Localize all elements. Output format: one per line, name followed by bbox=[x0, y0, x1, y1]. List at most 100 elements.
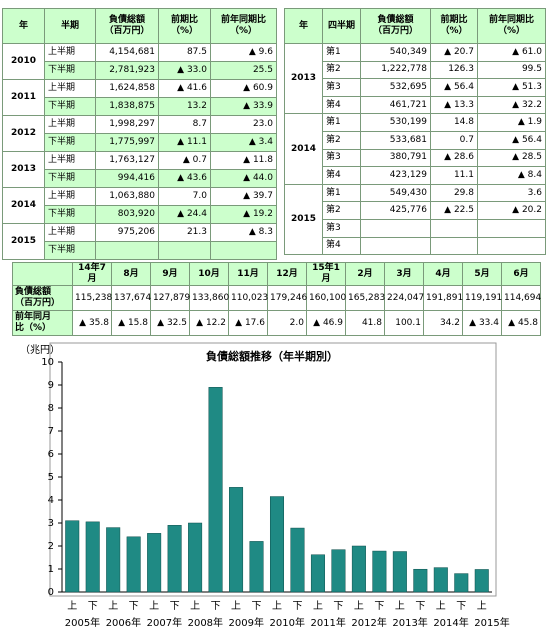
row-label: 負債総額 （百万円） bbox=[12, 285, 73, 311]
cell: 2,781,923 bbox=[95, 61, 159, 80]
chart-frame bbox=[49, 342, 497, 597]
cell: 第3 bbox=[322, 148, 361, 168]
cell bbox=[360, 236, 431, 256]
bar bbox=[65, 520, 80, 593]
cell: 23.0 bbox=[210, 115, 277, 134]
cell: 127,879 bbox=[150, 285, 190, 311]
y-tick-label: 3 bbox=[48, 518, 54, 529]
table-row: 下半期 994,416 ▲ 43.6 ▲ 44.0 bbox=[3, 169, 277, 188]
bar bbox=[290, 527, 305, 593]
year-cell: 2015 bbox=[284, 183, 323, 256]
cell: 上半期 bbox=[44, 79, 96, 98]
table-row: 第4 461,721 ▲ 13.3 ▲ 32.2 bbox=[285, 95, 546, 115]
y-tick-label: 10 bbox=[41, 357, 54, 368]
cell: 第3 bbox=[322, 218, 361, 238]
cell: ▲ 33.0 bbox=[158, 61, 211, 80]
cell: 上半期 bbox=[44, 151, 96, 170]
y-tick-label: 0 bbox=[48, 587, 54, 598]
year-label: 2010年 bbox=[270, 616, 305, 629]
cell: 第1 bbox=[322, 183, 361, 203]
x-tick-label: 上 bbox=[313, 600, 323, 612]
cell: ▲ 32.2 bbox=[477, 95, 546, 115]
cell: 137,674 bbox=[111, 285, 151, 311]
table-row: 第3 380,791 ▲ 28.6 ▲ 28.5 bbox=[285, 148, 546, 168]
cell: ▲ 44.0 bbox=[210, 169, 277, 188]
cell: ▲ 61.0 bbox=[477, 43, 546, 62]
y-tick-label: 4 bbox=[48, 495, 54, 506]
cell: ▲ 33.9 bbox=[210, 97, 277, 116]
x-tick-label: 上 bbox=[354, 600, 364, 612]
cell: ▲ 33.4 bbox=[462, 310, 502, 336]
x-tick-label: 上 bbox=[436, 600, 446, 612]
year-cell: 2010 bbox=[2, 43, 45, 80]
cell: 533,681 bbox=[360, 130, 431, 150]
table-row: 第3 532,695 ▲ 56.4 ▲ 51.3 bbox=[285, 78, 546, 97]
y-tick-label: 8 bbox=[48, 403, 54, 414]
cell: 上半期 bbox=[44, 115, 96, 134]
cell: 第1 bbox=[322, 113, 361, 132]
header-cell: 12月 bbox=[267, 262, 307, 286]
header-cell: 年 bbox=[2, 8, 45, 44]
cell: 423,129 bbox=[360, 166, 431, 185]
cell: ▲ 0.7 bbox=[158, 151, 211, 170]
cell bbox=[430, 236, 478, 256]
x-tick-label: 下 bbox=[292, 601, 302, 612]
cell: 25.5 bbox=[210, 61, 277, 80]
bar bbox=[249, 541, 264, 593]
cell: 41.8 bbox=[345, 310, 385, 336]
cell: ▲ 32.5 bbox=[150, 310, 190, 336]
year-cell: 2014 bbox=[284, 113, 323, 185]
cell: 1,222,778 bbox=[360, 60, 431, 80]
header-cell: 9月 bbox=[150, 262, 190, 286]
cell: 上半期 bbox=[44, 187, 96, 206]
table-row: 第3 bbox=[285, 218, 546, 238]
table-row: 2011 上半期 1,624,858 ▲ 41.6 ▲ 60.9 bbox=[2, 79, 277, 116]
cell: ▲ 13.3 bbox=[430, 95, 478, 115]
cell: 第1 bbox=[322, 43, 361, 62]
cell: ▲ 41.6 bbox=[158, 79, 211, 98]
x-tick-label: 下 bbox=[415, 601, 425, 612]
header-cell: 3月 bbox=[384, 262, 424, 286]
cell: 160,100 bbox=[306, 285, 346, 311]
cell: ▲ 20.7 bbox=[430, 43, 478, 62]
cell bbox=[477, 218, 546, 238]
header-cell: 15年1月 bbox=[306, 262, 346, 286]
cell: 第3 bbox=[322, 78, 361, 97]
cell: 下半期 bbox=[44, 169, 96, 188]
cell: 119,191 bbox=[462, 285, 502, 311]
cell: ▲ 35.8 bbox=[72, 310, 112, 336]
bar bbox=[433, 567, 448, 593]
cell: ▲ 9.6 bbox=[210, 43, 277, 62]
year-cell: 2014 bbox=[2, 187, 45, 224]
table-row: 2013 上半期 1,763,127 ▲ 0.7 ▲ 11.8 bbox=[2, 151, 277, 188]
cell: 110,023 bbox=[228, 285, 268, 311]
cell: ▲ 56.4 bbox=[430, 78, 478, 97]
cell bbox=[477, 236, 546, 256]
year-label: 2008年 bbox=[188, 616, 223, 629]
cell: 下半期 bbox=[44, 205, 96, 224]
table-row: 負債総額 （百万円） 115,238 137,674 127,879 133,860 11… bbox=[12, 285, 541, 311]
year-label: 2015年 bbox=[474, 616, 509, 629]
cell: ▲ 28.6 bbox=[430, 148, 478, 168]
data-table: 年半期 負債総額 （百万円） 前期比 （%） 前年同期比 （%） 2010 上半期 4,15… bbox=[2, 8, 277, 260]
table-row: 第2 533,681 0.7 ▲ 56.4 bbox=[285, 130, 546, 150]
cell: 8.7 bbox=[158, 115, 211, 134]
x-tick-label: 上 bbox=[67, 600, 77, 612]
cell: ▲ 11.1 bbox=[158, 133, 211, 152]
data-table: 年四半期 負債総額 （百万円） 前期比 （%） 前年同期比 （%） 2013 第1 540,… bbox=[284, 8, 546, 256]
y-tick-label: 7 bbox=[48, 426, 54, 437]
year-label: 2009年 bbox=[229, 616, 264, 629]
bar bbox=[331, 549, 346, 593]
cell: 11.1 bbox=[430, 166, 478, 185]
cell: ▲ 24.4 bbox=[158, 205, 211, 224]
table-row: 下半期 1,775,997 ▲ 11.1 ▲ 3.4 bbox=[3, 133, 277, 152]
cell: 下半期 bbox=[44, 133, 96, 152]
x-tick-label: 下 bbox=[129, 601, 139, 612]
cell bbox=[158, 241, 211, 260]
bar bbox=[454, 573, 469, 593]
cell: ▲ 20.2 bbox=[477, 201, 546, 220]
monthly-table: 14年7月 8月 9月 10月 11月 12月 15年1月 2月 3月 4月 5月 6月 負債総額 （百… bbox=[12, 262, 541, 336]
header-cell: 年 bbox=[284, 8, 323, 44]
cell: 1,763,127 bbox=[95, 151, 159, 170]
table-row: 2010 上半期 4,154,681 87.5 ▲ 9.6 bbox=[2, 43, 277, 80]
